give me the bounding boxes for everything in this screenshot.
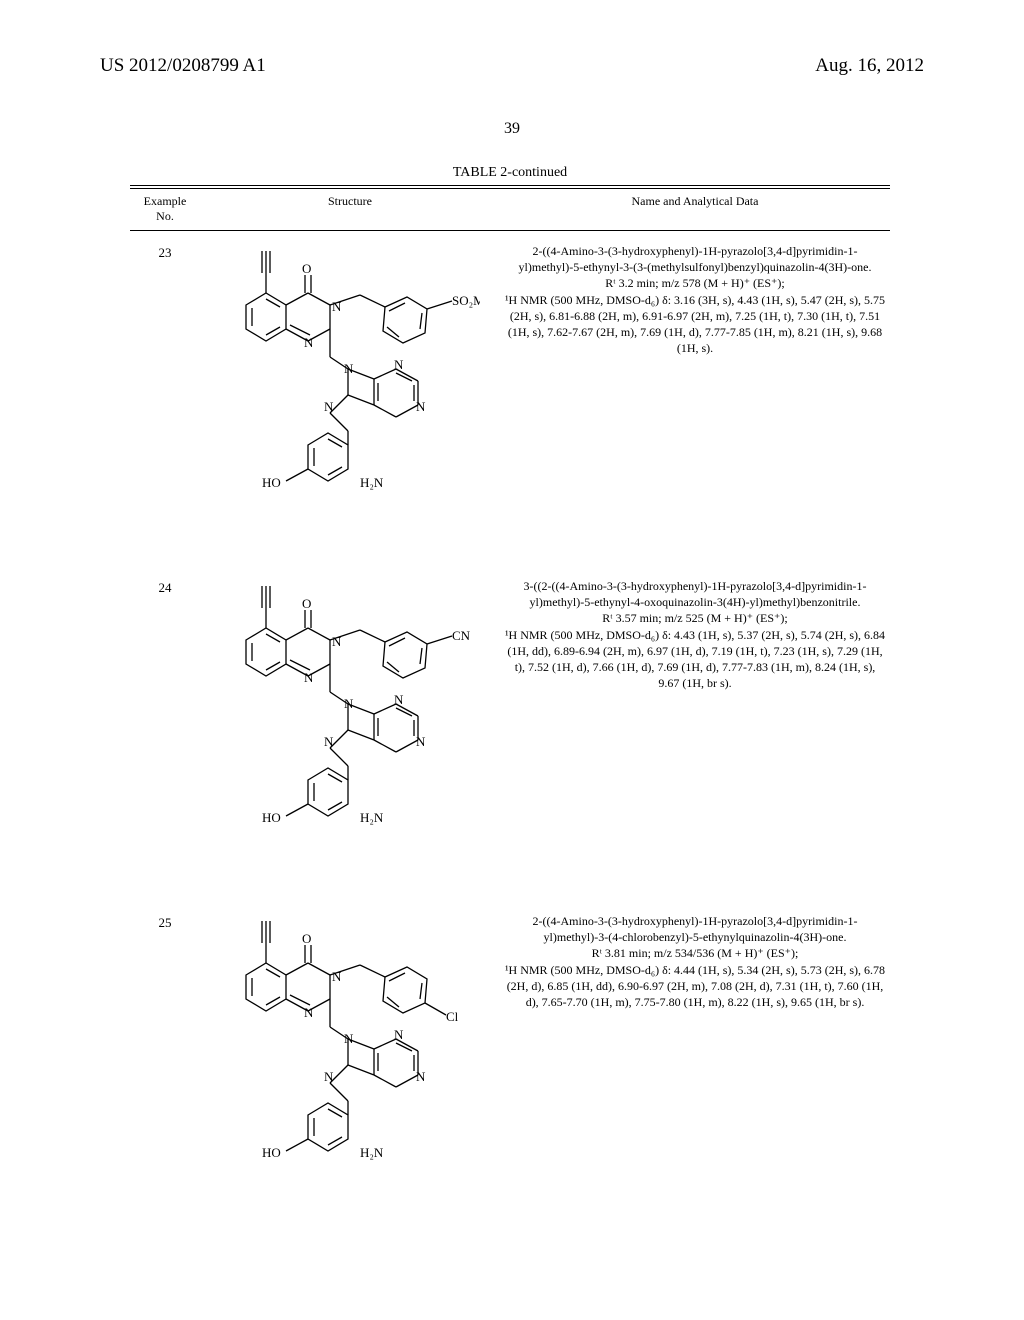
table-row: 25 (130, 913, 890, 1190)
svg-text:N: N (394, 357, 404, 372)
structure-diagram: O N N Cl N N N N HO H₂N (200, 913, 500, 1190)
svg-text:N: N (332, 634, 342, 649)
compound-name: 3-((2-((4-Amino-3-(3-hydroxyphenyl)-1H-p… (504, 578, 886, 610)
svg-text:H₂N: H₂N (360, 475, 384, 490)
svg-text:SO₂Me: SO₂Me (452, 293, 480, 308)
svg-text:N: N (416, 734, 426, 749)
example-number: 25 (130, 913, 200, 931)
svg-text:H₂N: H₂N (360, 1145, 384, 1160)
column-headers: ExampleNo. Structure Name and Analytical… (130, 190, 890, 228)
col-example-no: ExampleNo. (130, 194, 200, 224)
name-and-data: 2-((4-Amino-3-(3-hydroxyphenyl)-1H-pyraz… (500, 243, 890, 356)
svg-text:CN: CN (452, 628, 471, 643)
analytical-data: Rᵗ 3.2 min; m/z 578 (M + H)⁺ (ES⁺);¹H NM… (504, 275, 886, 356)
analytical-data: Rᵗ 3.81 min; m/z 534/536 (M + H)⁺ (ES⁺);… (504, 945, 886, 1010)
structure-diagram: O N N SO₂Me N N N N HO H₂N (200, 243, 500, 520)
rule-top-2 (130, 188, 890, 189)
svg-text:N: N (416, 1069, 426, 1084)
table-row: 24 (130, 578, 890, 855)
svg-text:N: N (324, 399, 334, 414)
svg-text:N: N (344, 1031, 354, 1046)
svg-text:N: N (344, 361, 354, 376)
svg-text:HO: HO (262, 810, 281, 825)
patent-date: Aug. 16, 2012 (815, 55, 924, 77)
svg-text:N: N (394, 1027, 404, 1042)
col-structure: Structure (200, 194, 500, 224)
svg-text:N: N (324, 734, 334, 749)
molecule-svg: O N N Cl N N N N HO H₂N (200, 915, 480, 1190)
svg-text:O: O (302, 261, 311, 276)
page-number: 39 (0, 120, 1024, 138)
svg-text:N: N (324, 1069, 334, 1084)
example-number: 23 (130, 243, 200, 261)
rule-top-1 (130, 185, 890, 186)
name-and-data: 3-((2-((4-Amino-3-(3-hydroxyphenyl)-1H-p… (500, 578, 890, 691)
svg-text:HO: HO (262, 1145, 281, 1160)
structure-diagram: O N N CN N N N N HO H₂N (200, 578, 500, 855)
svg-text:N: N (344, 696, 354, 711)
svg-text:O: O (302, 596, 311, 611)
svg-text:N: N (394, 692, 404, 707)
svg-text:N: N (332, 299, 342, 314)
svg-text:HO: HO (262, 475, 281, 490)
svg-text:N: N (416, 399, 426, 414)
molecule-svg: O N N SO₂Me N N N N HO H₂N (200, 245, 480, 520)
svg-text:Cl: Cl (446, 1009, 459, 1024)
compound-name: 2-((4-Amino-3-(3-hydroxyphenyl)-1H-pyraz… (504, 913, 886, 945)
svg-text:H₂N: H₂N (360, 810, 384, 825)
table-title: TABLE 2-continued (130, 165, 890, 181)
svg-text:N: N (304, 670, 314, 685)
example-number: 24 (130, 578, 200, 596)
svg-text:N: N (304, 1005, 314, 1020)
rule-head-bottom (130, 230, 890, 231)
col-name-data: Name and Analytical Data (500, 194, 890, 224)
table-2-continued: TABLE 2-continued ExampleNo. Structure N… (130, 165, 890, 1190)
svg-text:O: O (302, 931, 311, 946)
analytical-data: Rᵗ 3.57 min; m/z 525 (M + H)⁺ (ES⁺);¹H N… (504, 610, 886, 691)
molecule-svg: O N N CN N N N N HO H₂N (200, 580, 480, 855)
svg-text:N: N (332, 969, 342, 984)
compound-name: 2-((4-Amino-3-(3-hydroxyphenyl)-1H-pyraz… (504, 243, 886, 275)
name-and-data: 2-((4-Amino-3-(3-hydroxyphenyl)-1H-pyraz… (500, 913, 890, 1010)
svg-text:N: N (304, 335, 314, 350)
patent-pub-number: US 2012/0208799 A1 (100, 55, 266, 77)
table-row: 23 (130, 243, 890, 520)
